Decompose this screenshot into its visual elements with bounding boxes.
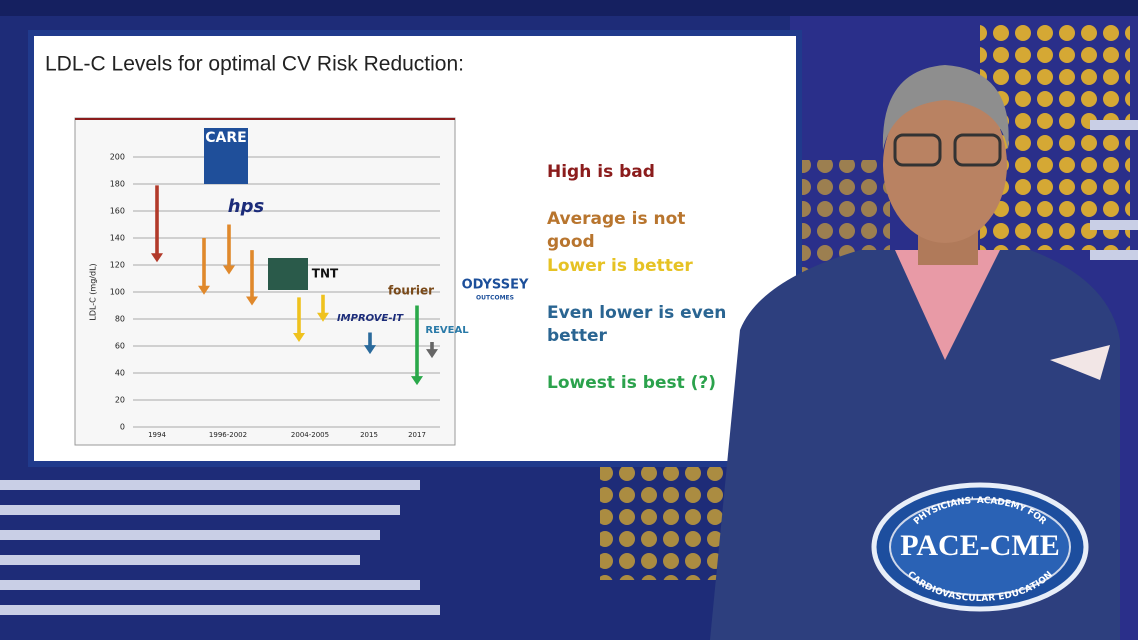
y-tick-label: 60	[115, 342, 125, 351]
arrow	[411, 305, 423, 386]
trial-label: CARE	[205, 130, 246, 146]
y-tick-label: 120	[110, 261, 125, 270]
y-tick-label: 180	[110, 180, 125, 189]
slide-message: Lowest is best (?)	[547, 373, 717, 393]
arrow	[317, 294, 329, 322]
arrow	[151, 185, 163, 263]
trial-label: IMPROVE-IT	[337, 313, 404, 324]
slide-message: High is bad	[547, 162, 655, 182]
x-tick-label: 1994	[148, 431, 166, 439]
arrow	[223, 224, 235, 275]
y-tick-label: 200	[110, 153, 125, 162]
trial-label: OUTCOMES	[476, 295, 514, 302]
x-tick-label: 1996-2002	[209, 431, 247, 439]
trial-logo	[268, 258, 308, 290]
trial-label: fourier	[388, 284, 434, 298]
arrow	[364, 332, 376, 355]
trial-label: ODYSSEY	[462, 278, 529, 293]
trial-label: hps	[228, 196, 265, 217]
slide-message: Even lower is even better	[547, 303, 727, 346]
arrow	[246, 250, 258, 306]
arrow	[293, 297, 305, 342]
y-tick-label: 80	[115, 315, 125, 324]
y-tick-label: 160	[110, 207, 125, 216]
x-tick-label: 2004-2005	[291, 431, 329, 439]
slide-message: Lower is better	[547, 256, 693, 276]
y-tick-label: 140	[110, 234, 125, 243]
trial-label: TNT	[312, 267, 339, 281]
logo: PACE-CME PHYSICIANS' ACADEMY FOR CARDIOV…	[871, 482, 1089, 612]
dot-pattern	[600, 460, 740, 580]
top-band	[0, 0, 1138, 16]
arrow	[426, 341, 438, 359]
y-tick-label: 0	[120, 423, 125, 432]
arrow	[198, 238, 210, 295]
trial-logo-box	[204, 128, 248, 184]
stripes	[0, 120, 1138, 615]
y-tick-label: 40	[115, 369, 125, 378]
y-axis-label: LDL-C (mg/dL)	[89, 263, 98, 320]
slide-title: LDL-C Levels for optimal CV Risk Reducti…	[45, 53, 464, 76]
slide-message: Average is not good	[547, 209, 686, 252]
trial-label: REVEAL	[425, 325, 469, 336]
dot-pattern	[980, 20, 1130, 250]
y-tick-label: 100	[110, 288, 125, 297]
x-tick-label: 2017	[408, 431, 426, 439]
x-tick-label: 2015	[360, 431, 378, 439]
chart-image	[74, 117, 456, 446]
y-tick-label: 20	[115, 396, 125, 405]
logo-name: PACE-CME	[900, 529, 1059, 562]
chart: 0 20 40 60 80 100 120 140 160 180 200 1994 1996-2002…	[110, 128, 529, 439]
